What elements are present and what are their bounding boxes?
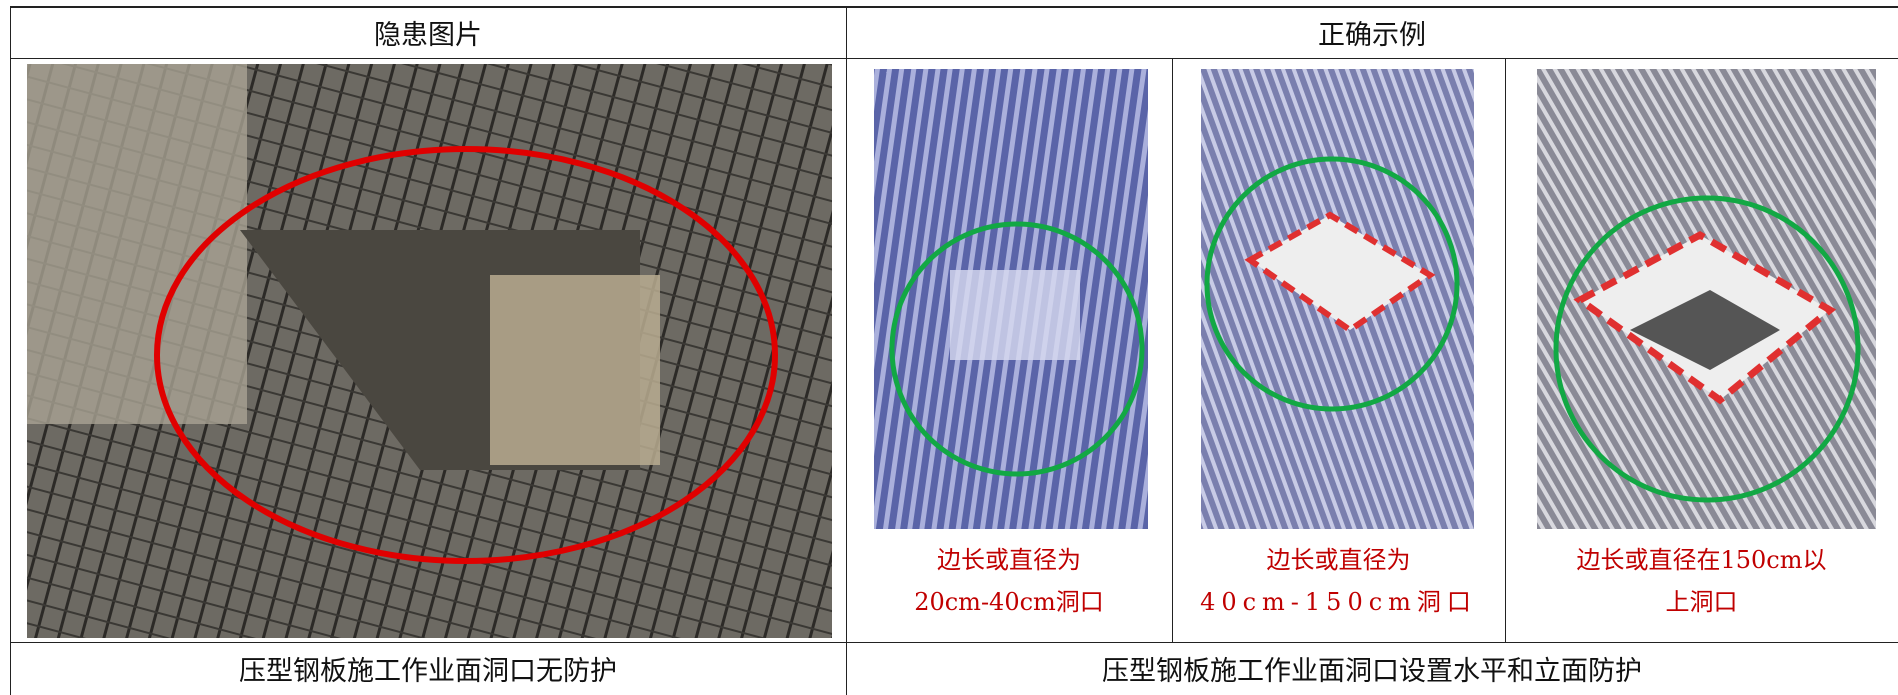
header-cell: 隐患图片 — [374, 19, 482, 51]
example-photo — [1201, 69, 1474, 529]
caption-line: 40cm-150cm洞口 — [1200, 588, 1477, 616]
header-cell: 正确示例 — [1318, 19, 1426, 51]
caption: 边长或直径为 40cm-150cm洞口 — [1172, 539, 1505, 623]
caption-line: 边长或直径为 — [937, 546, 1081, 574]
caption-line: 边长或直径为 — [1266, 546, 1411, 574]
caption: 边长或直径为 20cm-40cm洞口 — [846, 539, 1172, 623]
footer-cell: 压型钢板施工作业面洞口无防护 — [239, 656, 617, 687]
footer-cell: 压型钢板施工作业面洞口设置水平和立面防护 — [1102, 656, 1642, 687]
hazard-photo — [27, 64, 832, 638]
caption-line: 边长或直径在150cm以 — [1576, 546, 1827, 574]
caption-line: 20cm-40cm洞口 — [914, 588, 1104, 616]
rule — [10, 642, 1898, 643]
rule — [1172, 58, 1173, 642]
caption-line: 上洞口 — [1665, 588, 1738, 616]
example-photo — [1537, 69, 1876, 529]
example-photo — [874, 69, 1148, 529]
rule — [846, 6, 847, 695]
rule — [10, 58, 1898, 59]
caption: 边长或直径在150cm以 上洞口 — [1505, 539, 1898, 623]
rule — [10, 6, 11, 695]
rule — [1505, 58, 1506, 642]
rule — [10, 6, 1898, 8]
